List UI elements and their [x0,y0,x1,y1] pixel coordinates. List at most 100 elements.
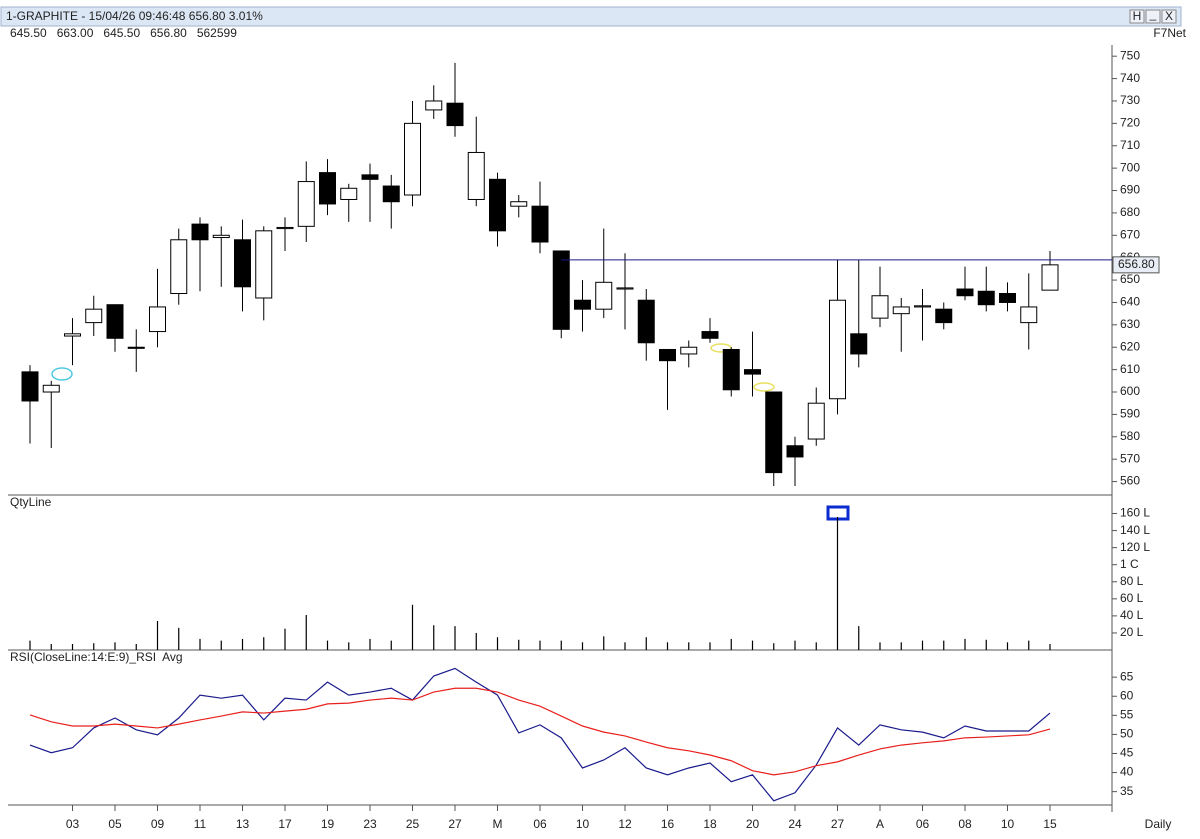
y-tick-label: 700 [1120,160,1140,174]
candle-body [595,281,613,310]
y-tick-label: 20 L [1120,625,1144,639]
x-tick-label: 20 [746,817,760,831]
y-tick-label: 600 [1120,384,1140,398]
y-tick-label: 630 [1120,317,1140,331]
minimize-label[interactable]: _ [1149,7,1157,21]
y-tick-label: 160 L [1120,506,1150,520]
close-label[interactable]: X [1165,9,1173,23]
x-tick-label: 06 [916,817,930,831]
last-price-box [1112,256,1160,274]
candle-body [42,384,60,393]
candle-body [191,223,209,241]
x-tick-label: 17 [278,817,292,831]
candle-body [935,308,953,324]
x-tick-label: 23 [363,817,377,831]
candle-body [85,308,103,324]
y-tick-label: 740 [1120,71,1140,85]
rsi-line [29,667,1051,802]
x-tick-label: 10 [1001,817,1015,831]
panel-title: QtyLine [10,495,52,509]
minimize-button[interactable] [1145,9,1161,24]
window-title: 1-GRAPHITE - 15/04/26 09:46:48 656.80 3.… [6,9,263,23]
candle-body [956,288,974,297]
x-tick-label: 15 [1043,817,1057,831]
y-tick-label: 610 [1120,362,1140,376]
candle-body [255,230,273,299]
candle-body [659,348,676,362]
y-tick-label: 750 [1120,48,1140,62]
candle-body [297,181,315,227]
candle-body [744,369,761,375]
candle-body [127,346,145,349]
y-tick-label: 690 [1120,183,1140,197]
candle-body [340,187,358,200]
y-tick-label: 580 [1120,429,1140,443]
x-tick-label: 12 [618,817,632,831]
y-tick-label: 35 [1120,784,1134,798]
y-tick-label: 40 [1120,765,1134,779]
data-source: F7Net [1153,26,1186,40]
candle-body [149,306,166,333]
candle-body [574,299,591,310]
x-tick-label: A [876,817,884,831]
y-tick-label: 640 [1120,295,1140,309]
x-tick-label: 08 [958,817,972,831]
candle-body [106,304,124,339]
y-tick-label: 65 [1120,669,1134,683]
candle-body [319,172,336,205]
x-tick-label: 06 [533,817,547,831]
candle-body [64,333,81,337]
candle-body [212,234,230,239]
legend-entry: Avg [162,650,182,664]
y-tick-label: 720 [1120,116,1140,130]
y-tick-label: 590 [1120,407,1140,421]
y-tick-label: 570 [1120,451,1140,465]
x-tick-label: 03 [66,817,80,831]
y-tick-label: 120 L [1120,540,1150,554]
candle-body [1020,306,1038,324]
y-tick-label: 80 L [1120,574,1144,588]
candle-body [276,226,294,230]
y-tick-label: 60 [1120,688,1134,702]
candle-body [765,391,783,474]
ohlc-line: 645.50 663.00 645.50 656.80 562599 [10,26,237,40]
x-tick-label: 18 [703,817,717,831]
candle-body [871,295,889,319]
x-tick-label: M [493,817,503,831]
x-tick-label: 05 [108,817,122,831]
close-button[interactable] [1161,9,1177,24]
y-tick-label: 45 [1120,746,1134,760]
candle-body [892,306,910,315]
candle-body [722,348,740,391]
y-tick-label: 710 [1120,138,1140,152]
candle-body [425,100,443,111]
x-tick-label: 10 [576,817,590,831]
candle-body [616,287,634,290]
x-tick-label: 19 [321,817,335,831]
candle-body [701,331,719,339]
candle-body [170,239,188,295]
candle-body [786,445,804,458]
candle-body [234,239,251,288]
x-tick-label: 25 [406,817,420,831]
y-tick-label: 55 [1120,708,1134,722]
y-tick-label: 40 L [1120,608,1144,622]
y-tick-label: 680 [1120,205,1140,219]
y-tick-label: 650 [1120,272,1140,286]
legend-entry: RSI(CloseLine:14:E:9)_RSI [10,650,156,664]
y-tick-label: 620 [1120,339,1140,353]
candle-body [977,290,995,306]
y-tick-label: 1 C [1120,557,1139,571]
help-button[interactable] [1129,9,1145,24]
x-axis-label: Daily [1145,817,1172,831]
candle-body [446,102,464,127]
marker [753,382,775,392]
candle-body [637,299,655,344]
candle-body [914,305,931,308]
rsi-line [29,687,1051,776]
candle-body [361,174,379,180]
candle-body [999,293,1016,303]
y-tick-label: 560 [1120,474,1140,488]
help-label[interactable]: H [1133,9,1142,23]
